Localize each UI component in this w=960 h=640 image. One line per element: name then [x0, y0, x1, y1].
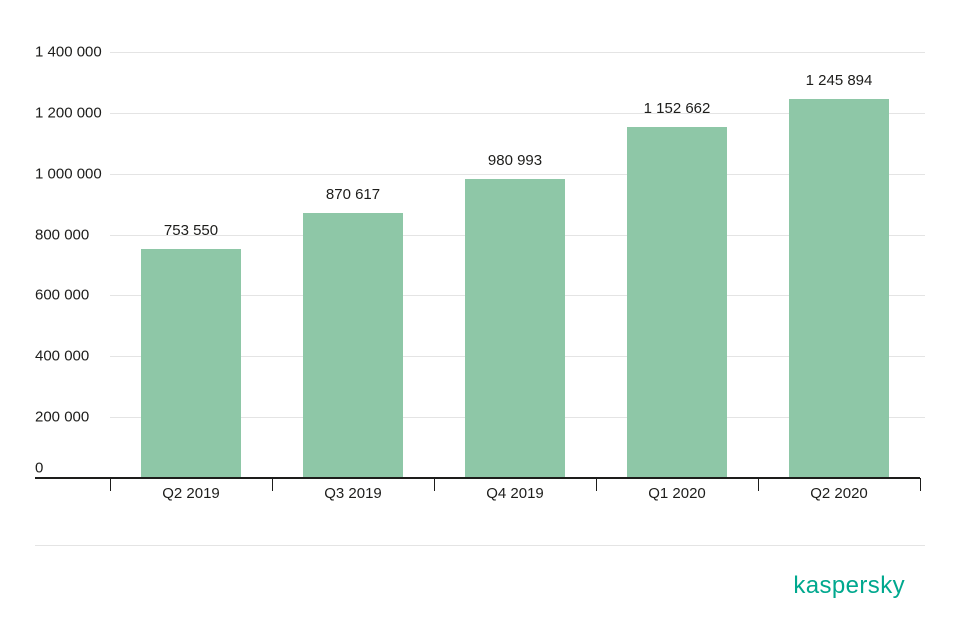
y-axis-tick-label: 200 000 [35, 408, 90, 426]
gridline [110, 112, 925, 114]
y-axis-tick-label: 1 000 000 [35, 165, 102, 183]
divider-line [35, 545, 925, 546]
gridline [110, 173, 925, 175]
y-axis-tick-label: 1 400 000 [35, 43, 102, 61]
x-axis-tick [920, 478, 921, 491]
bar-value-label: 1 152 662 [643, 100, 711, 118]
y-axis-tick-label: 1 200 000 [35, 104, 102, 122]
bar-value-label: 870 617 [325, 186, 381, 204]
bar [141, 248, 241, 478]
x-axis-tick [110, 478, 111, 491]
x-axis-tick [434, 478, 435, 491]
x-axis-line [35, 477, 920, 479]
bar-value-label: 980 993 [487, 152, 543, 170]
x-axis-tick [272, 478, 273, 491]
x-axis-tick [758, 478, 759, 491]
bar-value-label: 1 245 894 [805, 71, 873, 89]
bar [465, 179, 565, 478]
kaspersky-logo: kaspersky [793, 572, 905, 599]
bar [303, 213, 403, 478]
y-axis-tick-label: 600 000 [35, 286, 90, 304]
y-axis-tick-label: 800 000 [35, 226, 90, 244]
x-axis-category-label: Q2 2019 [162, 485, 220, 502]
x-axis-category-label: Q2 2020 [810, 485, 868, 502]
y-axis-tick-label: 0 [35, 459, 44, 477]
bar [627, 127, 727, 478]
bar [789, 98, 889, 478]
gridline [110, 52, 925, 53]
x-axis-category-label: Q3 2019 [324, 485, 382, 502]
y-axis-tick-label: 400 000 [35, 347, 90, 365]
bar-value-label: 753 550 [163, 221, 219, 239]
x-axis-category-label: Q4 2019 [486, 485, 544, 502]
x-axis-tick [596, 478, 597, 491]
x-axis-category-label: Q1 2020 [648, 485, 706, 502]
